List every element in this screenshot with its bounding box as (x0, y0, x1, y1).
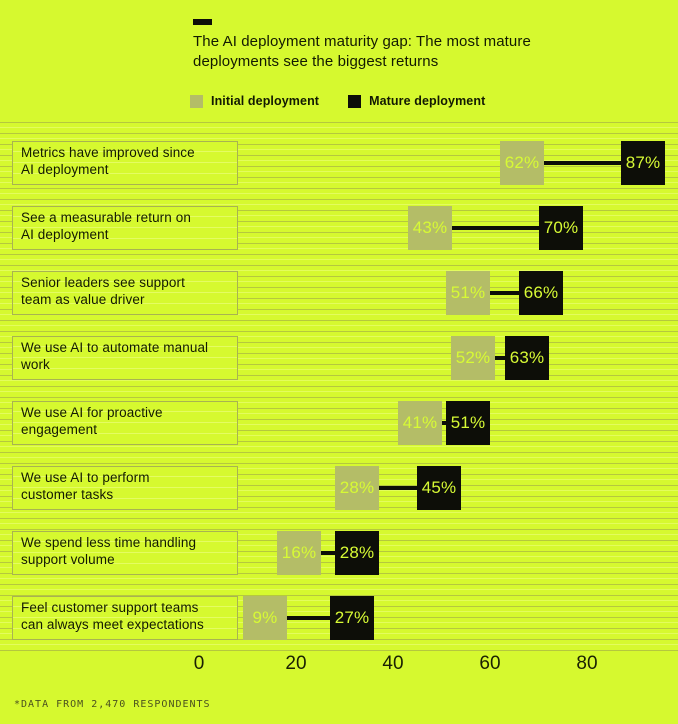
mature-value-square: 66% (519, 271, 563, 315)
mature-value-square: 63% (505, 336, 549, 380)
legend-item-initial: Initial deployment (190, 94, 319, 108)
mature-value-square: 51% (446, 401, 490, 445)
initial-value-square: 51% (446, 271, 490, 315)
footnote: *DATA FROM 2,470 RESPONDENTS (14, 699, 211, 710)
category-label: We spend less time handling support volu… (12, 531, 238, 575)
initial-value-square: 28% (335, 466, 379, 510)
legend: Initial deployment Mature deployment (190, 94, 485, 108)
axis-tick-label: 20 (285, 653, 307, 674)
axis-tick-label: 80 (576, 653, 598, 674)
chart-title: The AI deployment maturity gap: The most… (193, 33, 531, 70)
mature-value-square: 27% (330, 596, 374, 640)
connector-line (430, 226, 561, 230)
category-label: We use AI to automate manual work (12, 336, 238, 380)
category-label: See a measurable return on AI deployment (12, 206, 238, 250)
mature-value-square: 70% (539, 206, 583, 250)
legend-label-mature: Mature deployment (369, 94, 486, 108)
category-label: We use AI for proactive engagement (12, 401, 238, 445)
connector-line (420, 421, 468, 425)
initial-value-square: 9% (243, 596, 287, 640)
connector-line (468, 291, 541, 295)
category-label: We use AI to perform customer tasks (12, 466, 238, 510)
connector-line (522, 161, 643, 165)
axis-tick-label: 60 (479, 653, 501, 674)
initial-deployment-swatch-icon (190, 94, 203, 108)
initial-value-square: 43% (408, 206, 452, 250)
initial-value-square: 52% (451, 336, 495, 380)
legend-item-mature: Mature deployment (348, 94, 485, 108)
category-label: Metrics have improved since AI deploymen… (12, 141, 238, 185)
legend-label-initial: Initial deployment (211, 94, 320, 108)
mature-value-square: 87% (621, 141, 665, 185)
connector-line (473, 356, 527, 360)
initial-value-square: 62% (500, 141, 544, 185)
mature-value-square: 45% (417, 466, 461, 510)
initial-value-square: 41% (398, 401, 442, 445)
initial-value-square: 16% (277, 531, 321, 575)
mature-value-square: 28% (335, 531, 379, 575)
axis-tick-label: 0 (193, 653, 205, 674)
mature-deployment-swatch-icon (348, 94, 362, 108)
connector-line (357, 486, 439, 490)
category-label: Senior leaders see support team as value… (12, 271, 238, 315)
connector-line (299, 551, 357, 555)
axis-tick-label: 40 (382, 653, 404, 674)
title-dash (193, 19, 212, 25)
category-label: Feel customer support teams can always m… (12, 596, 238, 640)
connector-line (265, 616, 352, 620)
